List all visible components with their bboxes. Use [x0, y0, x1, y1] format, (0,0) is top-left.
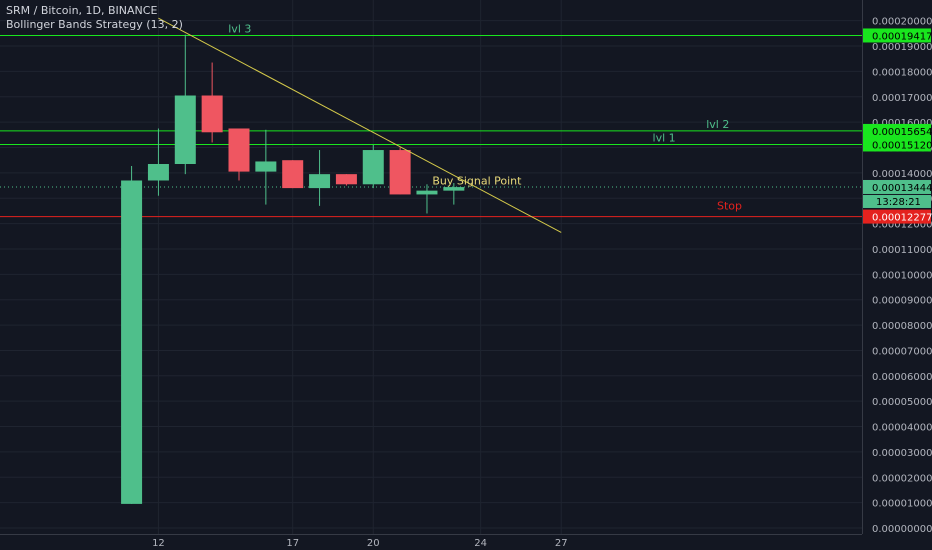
candle-body	[174, 95, 196, 164]
price-levels	[0, 34, 862, 218]
y-tick-label: 0.00005000	[872, 397, 932, 408]
y-tick-label: 0.00004000	[872, 423, 932, 434]
candle-body	[228, 128, 250, 172]
level-price-label: 0.00012277	[872, 213, 932, 224]
countdown-label: 13:28:21	[876, 197, 921, 208]
chart-header: SRM / Bitcoin, 1D, BINANCE Bollinger Ban…	[6, 4, 183, 32]
x-tick-label: 20	[367, 538, 380, 549]
level-price-tag	[863, 123, 931, 138]
candle-body	[443, 187, 465, 191]
indicator-title[interactable]: Bollinger Bands Strategy (13, 2)	[6, 18, 183, 31]
candle-body	[362, 150, 384, 185]
grid	[0, 0, 862, 534]
x-tick-label: 24	[474, 538, 487, 549]
symbol-title[interactable]: SRM / Bitcoin, 1D, BINANCE	[6, 4, 158, 17]
level-price-label: 0.00019417	[872, 31, 932, 42]
level-price-label: 0.00015120	[872, 140, 932, 151]
level-label: Stop	[717, 200, 742, 213]
y-tick-label: 0.00003000	[872, 448, 932, 459]
level-label: lvl 1	[653, 131, 676, 144]
y-tick-label: 0.00019000	[872, 42, 932, 53]
y-tick-label: 0.00012000	[872, 220, 932, 231]
y-tick-label: 0.00017000	[872, 93, 932, 104]
trendline-line[interactable]	[158, 17, 562, 233]
annotations: lvl 3 lvl 2 lvl 1 Stop Buy Signal Point	[228, 22, 742, 212]
y-tick-label: 0.00014000	[872, 169, 932, 180]
y-tick-label: 0.00001000	[872, 499, 932, 510]
level-price-label: 0.00015654	[872, 127, 932, 138]
y-tick-label: 0.00016000	[872, 118, 932, 129]
current-price-label: 0.00013444	[872, 183, 932, 194]
level-price-tag	[863, 28, 931, 43]
candle-body	[147, 164, 169, 181]
candle-body	[309, 174, 331, 189]
x-tick-label: 12	[152, 538, 165, 549]
level-label: lvl 3	[228, 22, 251, 35]
y-tick-label: 0.00009000	[872, 296, 932, 307]
candles	[121, 34, 465, 504]
time-axis[interactable]: 12 17 20 24 27	[0, 534, 862, 550]
candle-body	[201, 95, 223, 133]
price-axis[interactable]: 0.00020000 0.00019000 0.00018000 0.00017000…	[862, 0, 932, 550]
candle-body	[389, 150, 411, 195]
y-tick-label: 0.00007000	[872, 346, 932, 357]
candle-body	[335, 174, 357, 185]
countdown-tag	[863, 194, 931, 208]
y-tick-label: 0.00020000	[872, 17, 932, 28]
level-price-tag	[863, 209, 931, 224]
y-tick-label: 0.00018000	[872, 67, 932, 78]
current-price-tag	[863, 179, 931, 194]
y-tick-label: 0.00006000	[872, 372, 932, 383]
candle-body	[416, 190, 438, 195]
y-tick-label: 0.00008000	[872, 321, 932, 332]
level-label: lvl 2	[706, 118, 729, 131]
x-tick-label: 27	[555, 538, 568, 549]
candle-body	[282, 160, 304, 189]
price-axis-bg	[862, 0, 932, 550]
candle-body	[255, 161, 277, 172]
candle-body	[121, 180, 143, 504]
trendline[interactable]	[158, 17, 562, 233]
level-price-tag	[863, 137, 931, 152]
y-tick-label: 0.00010000	[872, 270, 932, 281]
x-tick-label: 17	[286, 538, 299, 549]
y-tick-label: 0.00002000	[872, 473, 932, 484]
y-tick-label: 0.00011000	[872, 245, 932, 256]
buy-signal-label: Buy Signal Point	[432, 174, 522, 187]
y-tick-label: 0.00000000	[872, 524, 932, 535]
